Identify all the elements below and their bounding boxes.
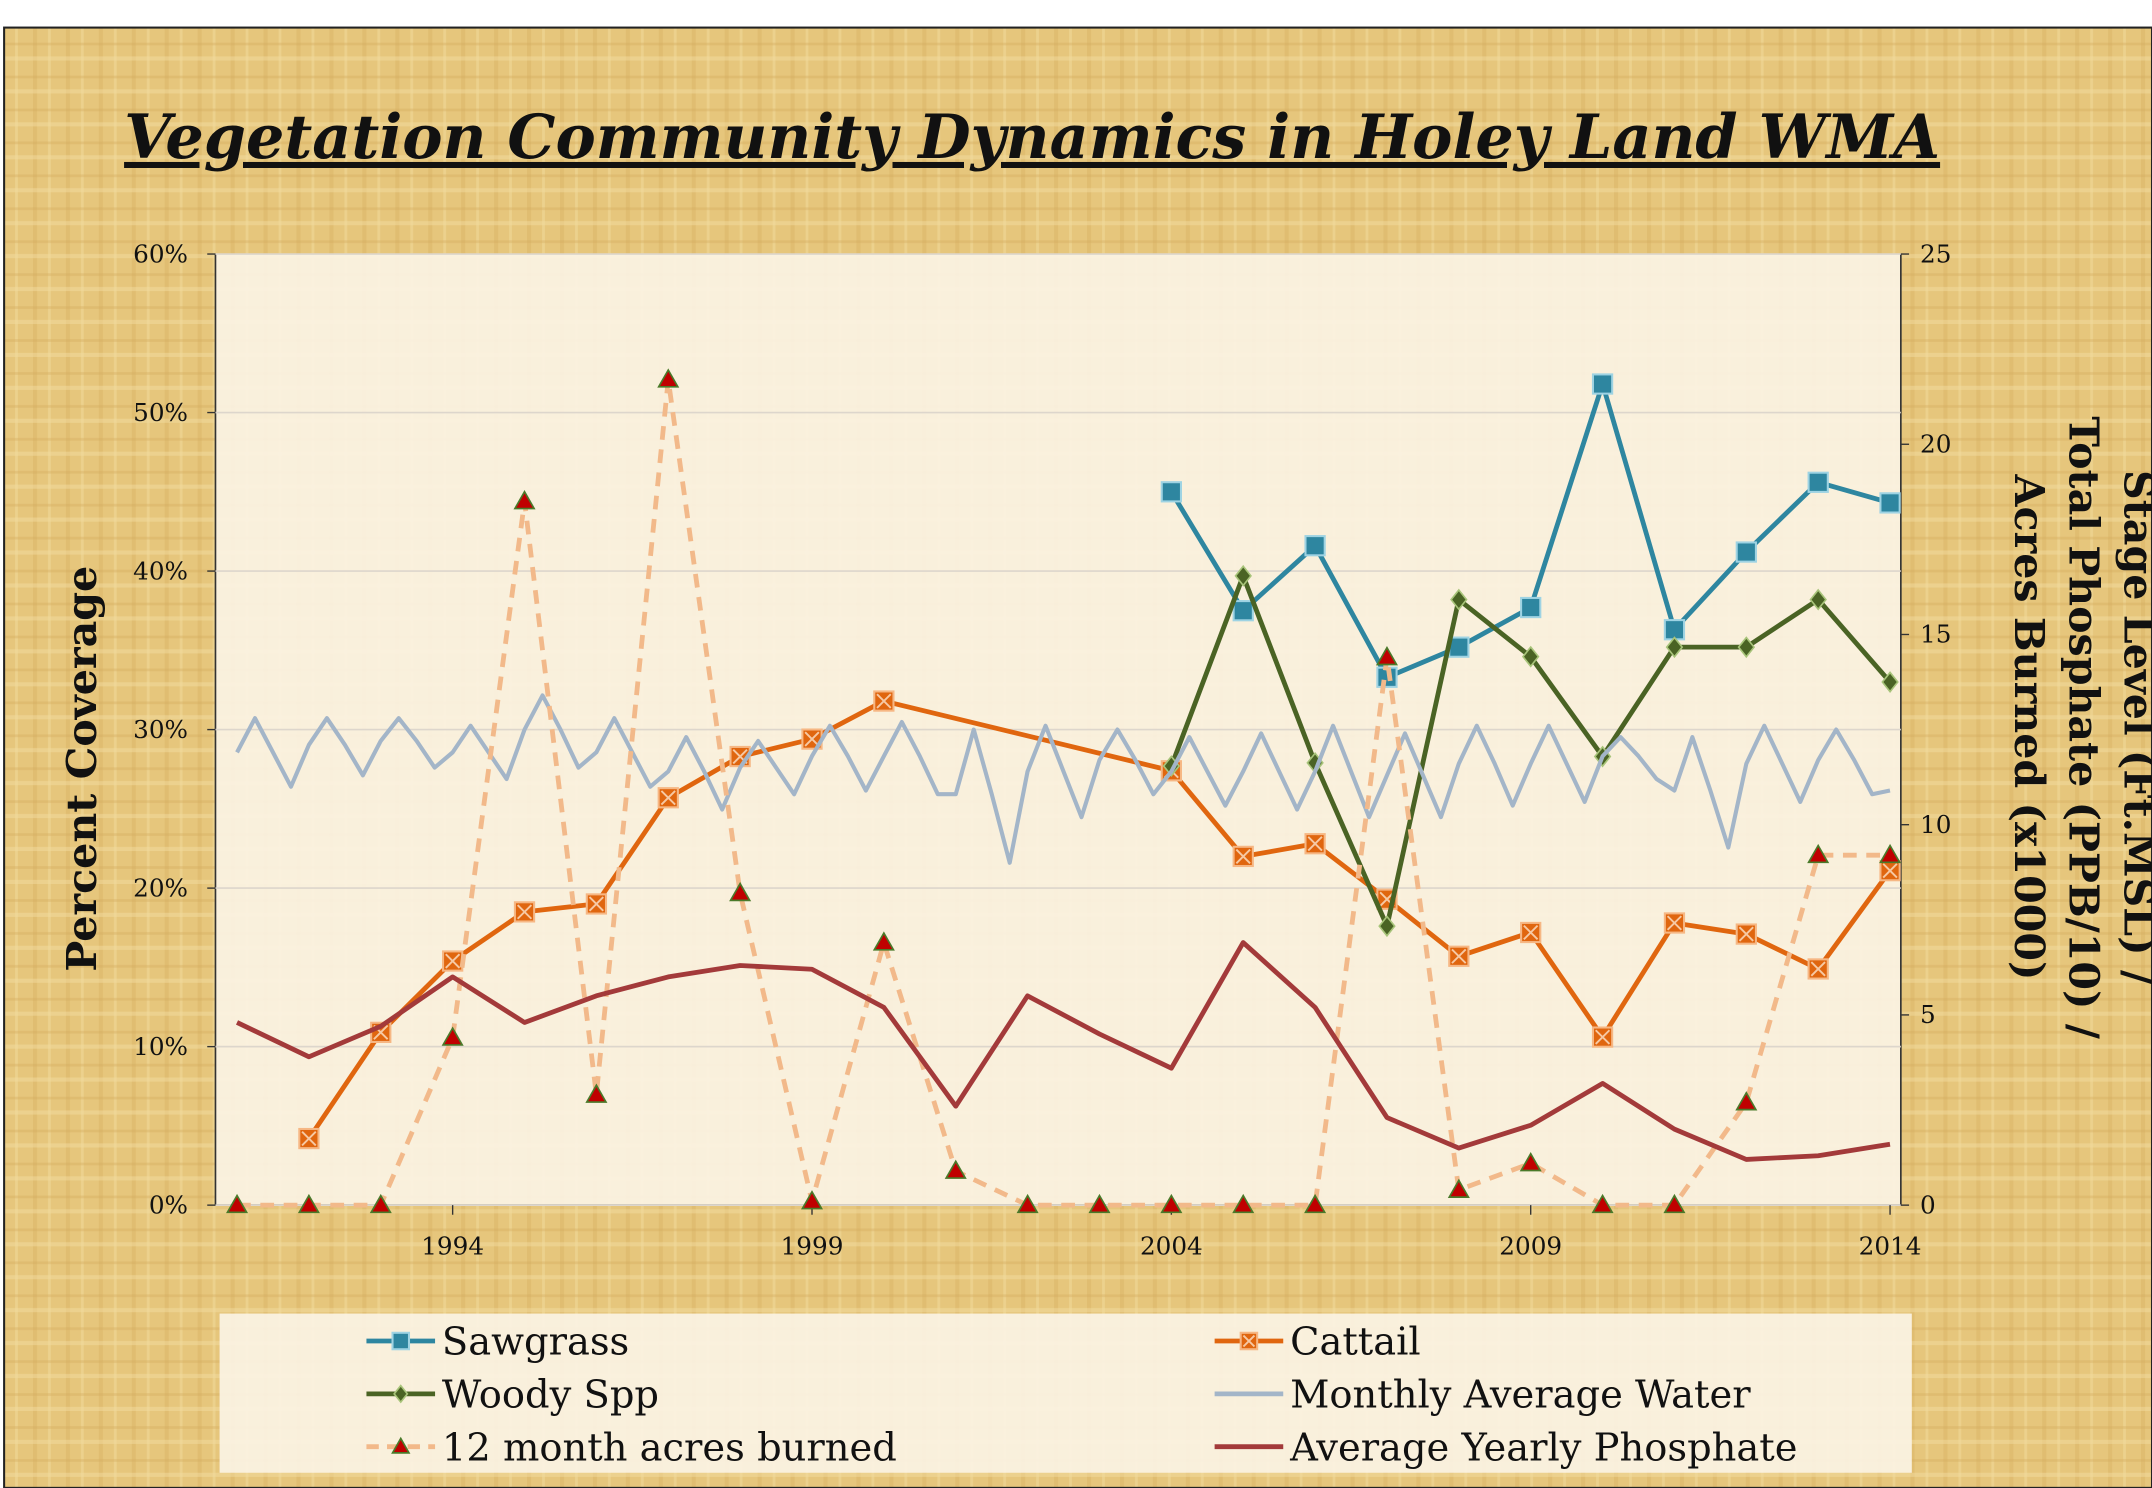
marker — [1591, 373, 1614, 395]
marker-cross — [1242, 1334, 1256, 1348]
y2-tick-label: 5 — [1920, 1000, 1936, 1029]
marker-cross — [588, 896, 604, 912]
marker-cross — [1307, 836, 1323, 852]
marker — [1304, 1193, 1327, 1214]
marker — [1663, 1193, 1686, 1214]
series-line — [235, 693, 1891, 865]
marker — [391, 1331, 411, 1351]
marker — [872, 931, 895, 951]
marker — [944, 1159, 967, 1179]
marker — [441, 1026, 464, 1046]
marker — [1735, 1091, 1758, 1111]
marker — [1088, 1193, 1111, 1214]
marker — [1234, 564, 1252, 587]
marker — [1879, 843, 1902, 864]
marker — [1520, 596, 1542, 619]
legend-label: Monthly Average Water — [1290, 1373, 1751, 1418]
marker — [729, 881, 752, 902]
y-tick-label: 50% — [133, 398, 188, 427]
marker — [1809, 588, 1827, 611]
marker-cross — [660, 790, 676, 806]
y2-axis-label: Stage Level (Ft.MSL) / — [2115, 470, 2152, 986]
marker-cross — [1235, 848, 1251, 864]
marker — [1665, 636, 1684, 659]
legend-label: Woody Spp — [442, 1373, 659, 1418]
marker-cross — [1882, 863, 1898, 879]
y2-tick-label: 15 — [1920, 620, 1951, 649]
marker-cross — [445, 953, 461, 969]
y2-tick-label: 0 — [1920, 1190, 1936, 1219]
legend-label: 12 month acres burned — [442, 1425, 897, 1470]
x-tick-label: 2004 — [1140, 1232, 1203, 1261]
marker — [1735, 541, 1757, 563]
x-tick-label: 1999 — [781, 1232, 844, 1261]
marker — [1807, 843, 1830, 864]
x-tick-label: 2014 — [1859, 1232, 1922, 1261]
marker-cross — [1451, 948, 1467, 964]
y-tick-label: 60% — [133, 239, 188, 268]
marker — [1521, 645, 1540, 668]
marker — [297, 1193, 320, 1214]
legend-label: Average Yearly Phosphate — [1289, 1425, 1797, 1470]
x-tick-label: 1994 — [421, 1232, 484, 1261]
marker — [1016, 1193, 1039, 1214]
marker — [1304, 535, 1326, 557]
marker — [1591, 1193, 1614, 1214]
y2-axis-label: Total Phosphate (PPB/10) / — [2060, 416, 2109, 1040]
y2-tick-label: 25 — [1920, 239, 1951, 268]
series-line — [306, 698, 1892, 1140]
marker — [1375, 646, 1398, 666]
y-tick-label: 10% — [133, 1032, 188, 1061]
marker-cross — [301, 1131, 317, 1147]
marker — [1807, 471, 1829, 493]
chart-title: Vegetation Community Dynamics in Holey L… — [124, 102, 1940, 173]
y-tick-label: 20% — [133, 873, 188, 902]
marker — [391, 1436, 411, 1454]
marker-cross — [804, 731, 820, 747]
marker — [393, 1384, 409, 1404]
marker-cross — [1738, 926, 1754, 942]
y-tick-label: 30% — [133, 715, 188, 744]
marker — [1737, 636, 1756, 659]
marker — [1881, 671, 1899, 693]
y-axis-label: Percent Coverage — [57, 566, 106, 972]
marker — [1378, 915, 1396, 938]
marker — [513, 490, 536, 510]
marker — [585, 1083, 608, 1103]
marker-cross — [876, 693, 892, 709]
y2-axis-label: Acres Burned (x1000) — [2005, 474, 2054, 981]
marker — [657, 368, 680, 388]
marker-cross — [1595, 1029, 1611, 1045]
legend-label: Cattail — [1290, 1320, 1421, 1365]
marker-cross — [1810, 961, 1826, 977]
marker-cross — [1666, 915, 1682, 931]
marker — [1160, 481, 1182, 503]
marker — [1447, 1178, 1470, 1198]
marker — [1160, 1193, 1183, 1214]
marker — [369, 1193, 392, 1214]
y2-tick-label: 10 — [1920, 810, 1951, 839]
legend-box — [219, 1313, 1912, 1473]
y-tick-label: 0% — [149, 1190, 188, 1219]
series-line — [235, 940, 1891, 1162]
legend-label: Sawgrass — [442, 1320, 629, 1365]
series-line — [237, 377, 1890, 1208]
marker — [226, 1193, 249, 1214]
marker — [1232, 600, 1254, 622]
marker — [1232, 1193, 1255, 1214]
marker — [1450, 588, 1468, 611]
marker — [800, 1190, 824, 1210]
x-tick-label: 2009 — [1499, 1232, 1562, 1261]
marker — [1879, 492, 1901, 514]
marker-cross — [1523, 924, 1539, 941]
y-tick-label: 40% — [133, 556, 188, 585]
marker-cross — [516, 904, 533, 920]
marker — [1519, 1152, 1542, 1172]
y2-tick-label: 20 — [1920, 429, 1951, 458]
